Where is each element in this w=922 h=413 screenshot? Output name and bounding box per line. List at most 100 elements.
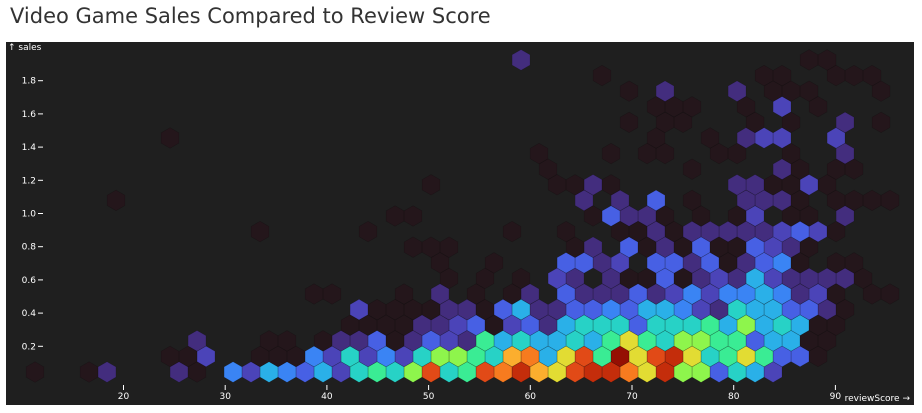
hexbin [709, 267, 729, 290]
hexbin [790, 220, 810, 243]
hexbin [475, 298, 495, 321]
hexbin [745, 236, 765, 258]
hexbin [628, 345, 648, 368]
hexbin [727, 361, 747, 383]
hexbin [781, 174, 801, 196]
hexbin [439, 298, 459, 321]
hexbin [583, 236, 603, 258]
hexbin [817, 174, 837, 196]
hexbin [772, 252, 792, 274]
hexbin [340, 314, 360, 336]
hexbin [754, 252, 774, 274]
hexbin [556, 345, 576, 368]
hexbin [772, 189, 792, 212]
hexbin [475, 361, 495, 383]
hexbin [700, 220, 720, 243]
hexbin [790, 345, 810, 368]
hexbin [817, 298, 837, 321]
hexbin [664, 220, 684, 243]
hexbin [394, 314, 414, 336]
hexbin [421, 174, 441, 196]
hexbin [745, 205, 765, 227]
hexbin [673, 330, 693, 352]
hexbin [565, 361, 585, 383]
hexbin [619, 111, 639, 134]
hexbin [745, 298, 765, 321]
hexbin [439, 267, 459, 290]
hexbin [700, 345, 720, 368]
hexbin [547, 361, 567, 383]
hexbin [835, 111, 855, 134]
hexbin [718, 220, 738, 243]
hexbin [880, 189, 900, 212]
hexbin [601, 361, 621, 383]
x-tick-label: 60 [525, 392, 537, 402]
hexbin [781, 236, 801, 258]
hexbin [646, 252, 666, 274]
hexbin [277, 361, 297, 383]
hexbin [781, 267, 801, 290]
y-tick-label: 1.0 [22, 210, 37, 220]
hexbin [484, 252, 504, 274]
hexbin [394, 283, 414, 305]
hexbin [529, 142, 549, 165]
hexbin [655, 298, 675, 321]
hexbin [493, 298, 513, 321]
hexbin [331, 330, 351, 352]
hexbin [772, 283, 792, 305]
hexbin [493, 361, 513, 383]
hexbin [619, 298, 639, 321]
hexbin [304, 345, 324, 368]
hexbin [466, 345, 486, 368]
hexbin [610, 252, 630, 274]
hexbin [673, 111, 693, 134]
hexbin [511, 330, 531, 352]
hexbin [763, 236, 783, 258]
hexbin [430, 283, 450, 305]
hexbin [313, 361, 333, 383]
hexbin [538, 314, 558, 336]
hexbin [565, 236, 585, 258]
hexbin [403, 205, 423, 227]
hexbin [160, 345, 180, 368]
hexbin [241, 361, 261, 383]
hexbin [682, 345, 702, 368]
hexbin [826, 283, 846, 305]
hexbin [250, 220, 270, 243]
hexbin-layer [25, 49, 900, 383]
hexbin [754, 189, 774, 212]
hexbin [691, 298, 711, 321]
hexbin [583, 361, 603, 383]
hexbin [385, 298, 405, 321]
hexbin [736, 345, 756, 368]
hexbin [763, 298, 783, 321]
hexbin [772, 127, 792, 149]
hexbin [763, 267, 783, 290]
hexbin [700, 127, 720, 149]
y-tick-label: 0.8 [22, 243, 37, 253]
hexbin [700, 252, 720, 274]
hexbin [691, 330, 711, 352]
hexbin [385, 330, 405, 352]
hexbin [367, 361, 387, 383]
hexbin [763, 330, 783, 352]
hexbin [655, 330, 675, 352]
hexbin [772, 345, 792, 368]
y-tick-label: 0.2 [22, 342, 36, 352]
hexbin [619, 267, 639, 290]
hexbin [682, 158, 702, 180]
y-axis-label: ↑ sales [8, 43, 42, 53]
hexbin [781, 142, 801, 165]
hexbin [637, 330, 657, 352]
hexbin [610, 345, 630, 368]
hexbin [448, 314, 468, 336]
hexbin [619, 205, 639, 227]
hexbin [403, 330, 423, 352]
hexbin [628, 220, 648, 243]
hexbin [601, 298, 621, 321]
hexbin [718, 345, 738, 368]
y-tick-label: 1.6 [22, 110, 37, 120]
hexbin [799, 205, 819, 227]
hexbin [448, 345, 468, 368]
hexbin [835, 142, 855, 165]
